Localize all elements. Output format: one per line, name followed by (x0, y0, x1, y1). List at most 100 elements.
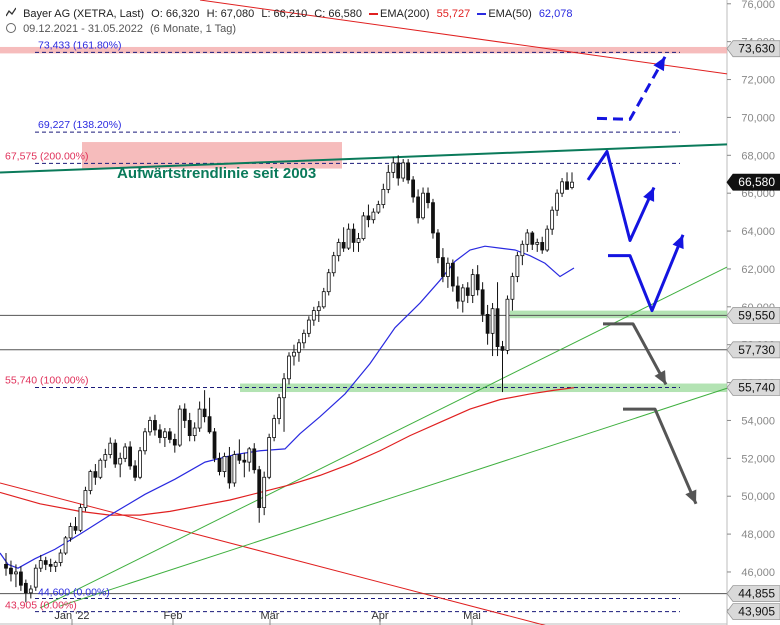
fib-label: 73,433 (161.80%) (38, 39, 121, 51)
candle-body (63, 537, 68, 554)
price-label: 59,550 (726, 306, 780, 324)
price-label: 43,905 (726, 603, 780, 621)
candle-body (232, 454, 237, 484)
candle-body (123, 446, 128, 459)
candle-body (162, 431, 167, 438)
candle-body (505, 298, 510, 351)
arrow-head (685, 489, 697, 504)
candle-body (565, 181, 569, 190)
candle-body (212, 431, 217, 459)
candle-body (128, 446, 133, 467)
price-label-text: 55,740 (738, 381, 775, 395)
candle-body (515, 255, 520, 277)
candle-body (148, 420, 152, 433)
candle-body (450, 262, 455, 287)
trendline-red-downtrend (0, 482, 546, 625)
labels: 73,433 (161.80%) 69,227 (138.20%) 67,575 (… (5, 39, 780, 621)
forecast-arrow (608, 234, 685, 313)
price-label-text: 44,855 (738, 587, 775, 601)
candle-body (287, 355, 291, 380)
price-label: 55,740 (726, 379, 780, 396)
candle-body (277, 397, 281, 419)
y-tick-label: 66,000 (741, 188, 775, 200)
price-label-box (726, 585, 780, 603)
candle-body (540, 242, 545, 251)
candle-body (351, 228, 356, 243)
candle-body (78, 507, 83, 531)
candle-body (43, 560, 48, 565)
candles (4, 155, 574, 603)
candle-body (416, 196, 420, 219)
candle-body (411, 179, 416, 198)
candle-body (306, 319, 311, 334)
candle-body (520, 243, 525, 257)
chart-icon[interactable] (5, 7, 17, 20)
candle-body (252, 448, 257, 471)
candle-body (510, 276, 515, 300)
forecast-arrow (596, 56, 667, 121)
candle-body (202, 408, 207, 418)
close-value: C: 66,580 (314, 8, 362, 20)
price-label-text: 59,550 (738, 308, 775, 322)
candle-body (555, 192, 559, 211)
candle-body (19, 571, 23, 586)
candle-body (316, 306, 321, 312)
arrow-head (653, 56, 665, 72)
trendline-green-trend-1 (39, 266, 728, 609)
candle-body (297, 342, 301, 353)
x-tick-label: Apr (371, 610, 388, 622)
candle-body (346, 228, 351, 249)
candle-body (197, 408, 202, 429)
x-tick-label: Feb (164, 610, 183, 622)
price-label-box (726, 173, 780, 191)
candle-body (386, 171, 391, 190)
candle-body (470, 274, 475, 296)
candle-body (302, 332, 306, 344)
candle-body (118, 457, 123, 465)
candle-body (530, 232, 535, 245)
candle-body (98, 459, 103, 478)
candle-body (341, 242, 346, 249)
ema50-line (0, 245, 575, 569)
y-tick-label: 70,000 (741, 112, 775, 124)
candle-body (490, 308, 495, 334)
trendline-annotation: Aufwärtstrendlinie seit 2003 (117, 165, 316, 182)
candle-body (311, 310, 316, 321)
candle-body (192, 427, 197, 437)
candle-body (257, 469, 262, 508)
candle-body (242, 459, 247, 463)
lines (0, 0, 728, 625)
candle-body (500, 346, 505, 351)
candle-body (167, 431, 172, 440)
candle-body (133, 465, 137, 478)
candle-body (58, 552, 63, 563)
candle-body (366, 215, 371, 221)
price-label-text: 43,905 (738, 605, 775, 619)
y-tick-label: 50,000 (741, 491, 775, 503)
fib-label: 44,600 (0.00%) (38, 586, 110, 598)
candle-body (292, 351, 296, 357)
candle-body (4, 563, 8, 569)
candle-body (143, 431, 147, 452)
forecast-arrow (603, 322, 668, 386)
candle-body (376, 204, 381, 213)
candle-body (207, 416, 212, 433)
header-line-1: Bayer AG (XETRA, Last) O: 66,320 H: 67,0… (5, 7, 576, 20)
candle-body (436, 232, 440, 258)
x-tick-label: Mai (463, 610, 481, 622)
candle-body (421, 192, 425, 219)
trendline-aufwaertstrend (0, 143, 728, 174)
candle-body (217, 457, 222, 472)
candle-body (391, 162, 396, 173)
candle-body (371, 211, 376, 221)
price-label-box (726, 40, 780, 58)
candle-body (361, 215, 366, 240)
price-label-box (726, 306, 780, 324)
candle-body (441, 257, 445, 277)
candle-body (550, 209, 555, 230)
header-line-2: 09.12.2021 - 31.05.2022 (6 Monate, 1 Tag… (6, 23, 240, 35)
ema200-value: 55,727 (436, 8, 471, 20)
candle-body (525, 232, 530, 245)
candle-body (9, 567, 13, 575)
